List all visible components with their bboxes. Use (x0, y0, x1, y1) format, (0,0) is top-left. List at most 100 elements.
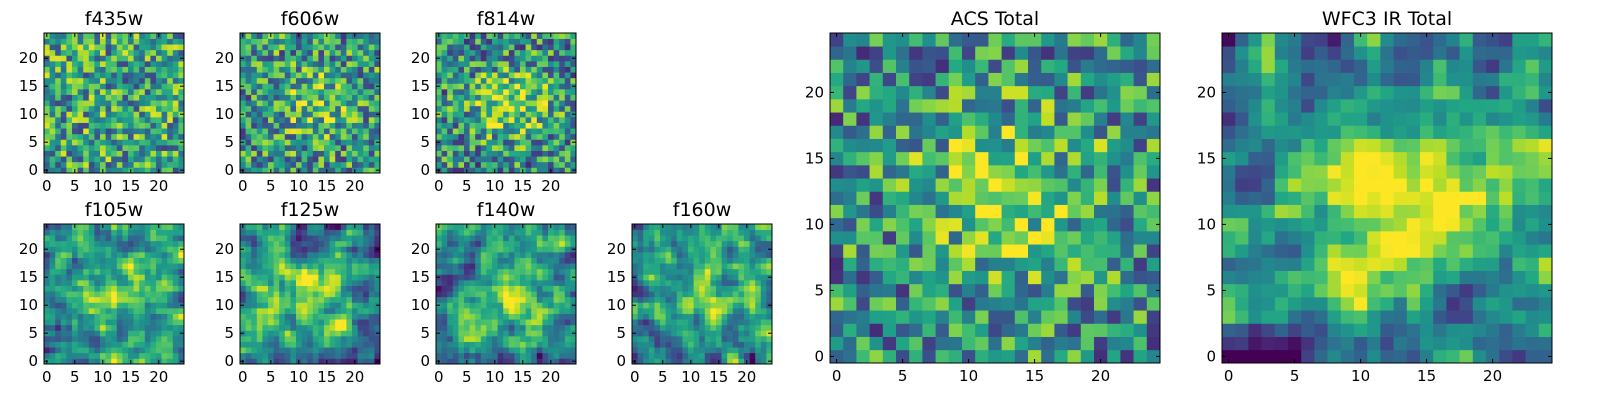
heatmap-cell (727, 358, 734, 365)
heatmap-cell (116, 324, 123, 331)
heatmap-cell (178, 291, 185, 298)
heatmap-cell (699, 224, 706, 230)
heatmap-cell (251, 319, 258, 326)
heatmap-cell (49, 308, 56, 314)
heatmap-cell (312, 257, 319, 264)
heatmap-cell (909, 323, 923, 337)
heatmap-cell (55, 257, 62, 264)
heatmap-cell (340, 336, 347, 342)
heatmap-cell (531, 100, 538, 107)
heatmap-cell (458, 77, 465, 84)
heatmap-cell (66, 291, 73, 298)
heatmap-cell (72, 341, 78, 348)
heatmap-cell (307, 280, 314, 286)
heatmap-cell (273, 89, 280, 95)
heatmap-cell (676, 347, 683, 354)
heatmap-cell (357, 89, 364, 95)
heatmap-cell (520, 302, 526, 309)
heatmap-cell (755, 246, 762, 253)
heatmap-cell (716, 280, 722, 286)
heatmap-cell (312, 285, 319, 292)
heatmap-cell (564, 111, 571, 118)
heatmap-cell (492, 55, 498, 62)
heatmap-cell (363, 274, 370, 281)
heatmap-cell (648, 313, 655, 320)
heatmap-cell (44, 263, 50, 270)
heatmap-cell (340, 133, 347, 140)
heatmap-cell (676, 252, 683, 258)
heatmap-cell (744, 280, 750, 286)
heatmap-cell (1014, 270, 1029, 285)
heatmap-cell (497, 319, 504, 326)
heatmap-cell (245, 302, 252, 309)
heatmap-cell (55, 72, 62, 79)
heatmap-cell (55, 324, 62, 331)
heatmap-cell (94, 72, 101, 79)
heatmap-cell (643, 347, 650, 354)
heatmap-cell (83, 33, 90, 39)
heatmap-cell (279, 55, 286, 62)
heatmap-cell (475, 324, 482, 331)
heatmap-cell (318, 296, 325, 303)
heatmap-cell (643, 263, 650, 270)
heatmap-cell (100, 274, 106, 281)
heatmap-cell (167, 167, 174, 174)
heatmap-cell (475, 122, 482, 129)
heatmap-cell (111, 139, 118, 146)
heatmap-cell (290, 117, 297, 123)
heatmap-cell (564, 161, 571, 168)
heatmap-cell (66, 117, 73, 123)
heatmap-cell (49, 336, 56, 342)
heatmap-cell (122, 100, 129, 107)
heatmap-cell (66, 167, 73, 174)
heatmap-cell (256, 330, 263, 337)
heatmap-cell (290, 308, 297, 314)
heatmap-cell (749, 324, 756, 331)
heatmap-cell (296, 263, 302, 270)
heatmap-cell (732, 341, 739, 348)
heatmap-cell (60, 77, 67, 84)
heatmap-cell (88, 83, 95, 90)
heatmap-cell (935, 336, 950, 351)
heatmap-cell (363, 358, 370, 365)
heatmap-cell (648, 302, 655, 309)
heatmap-cell (909, 310, 923, 324)
heatmap-cell (128, 55, 134, 62)
heatmap-cell (559, 229, 566, 236)
heatmap-cell (178, 240, 185, 247)
heatmap-cell (766, 224, 773, 230)
heatmap-cell (665, 280, 672, 286)
heatmap-cell (245, 94, 252, 101)
heatmap-cell (55, 94, 62, 101)
heatmap-cell (66, 139, 73, 146)
heatmap-cell (988, 283, 1002, 298)
heatmap-cell (447, 308, 454, 314)
heatmap-cell (469, 33, 476, 39)
heatmap-cell (83, 133, 90, 140)
heatmap-cell (536, 268, 543, 275)
heatmap-cell (49, 89, 56, 95)
heatmap-cell (497, 150, 504, 157)
heatmap-cell (755, 235, 762, 242)
heatmap-cell (570, 257, 577, 264)
heatmap-cell (962, 297, 976, 311)
heatmap-cell (542, 246, 549, 253)
x-tick-label: 20 (149, 368, 168, 386)
heatmap-cell (693, 263, 700, 270)
heatmap-cell (100, 302, 106, 309)
heatmap-cell (744, 229, 750, 236)
heatmap-cell (553, 100, 560, 107)
heatmap-cell (830, 336, 844, 351)
heatmap-cell (948, 244, 963, 258)
heatmap-cell (559, 352, 566, 359)
heatmap-cell (77, 352, 84, 359)
heatmap-cell (492, 240, 498, 247)
heatmap-cell (105, 145, 112, 151)
heatmap-cell (682, 285, 689, 292)
heatmap-cell (704, 252, 711, 258)
heatmap-cell (935, 244, 950, 258)
heatmap-cell (727, 257, 734, 264)
heatmap-cell (307, 55, 314, 62)
heatmap-cell (256, 83, 263, 90)
